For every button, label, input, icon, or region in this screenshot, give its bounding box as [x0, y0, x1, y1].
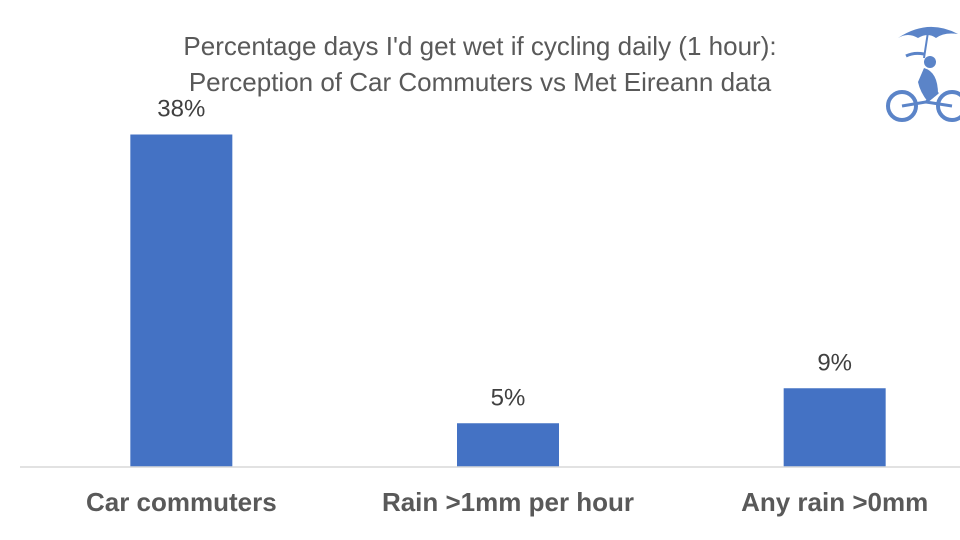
category-label-2: Any rain >0mm [741, 487, 928, 517]
bar-1 [457, 423, 559, 467]
bars-layer [130, 134, 886, 467]
data-label-0: 38% [157, 96, 205, 123]
category-label-0: Car commuters [86, 487, 277, 517]
cyclist-with-umbrella-icon [886, 26, 960, 122]
chart-subtitle: Perception of Car Commuters vs Met Eirea… [188, 67, 772, 97]
data-label-1: 5% [491, 384, 526, 411]
labels-layer: 38% Car commuters 5% Rain >1mm per hour 9% An… [86, 96, 928, 518]
bar-2 [783, 388, 886, 467]
chart-title-line-1: Percentage days I'd get wet if cycling d… [183, 31, 777, 61]
chart-title: Percentage days I'd get wet if cycling d… [0, 28, 960, 100]
category-label-1: Rain >1mm per hour [382, 487, 634, 517]
bar-0 [130, 134, 233, 467]
data-label-2: 9% [817, 349, 852, 376]
